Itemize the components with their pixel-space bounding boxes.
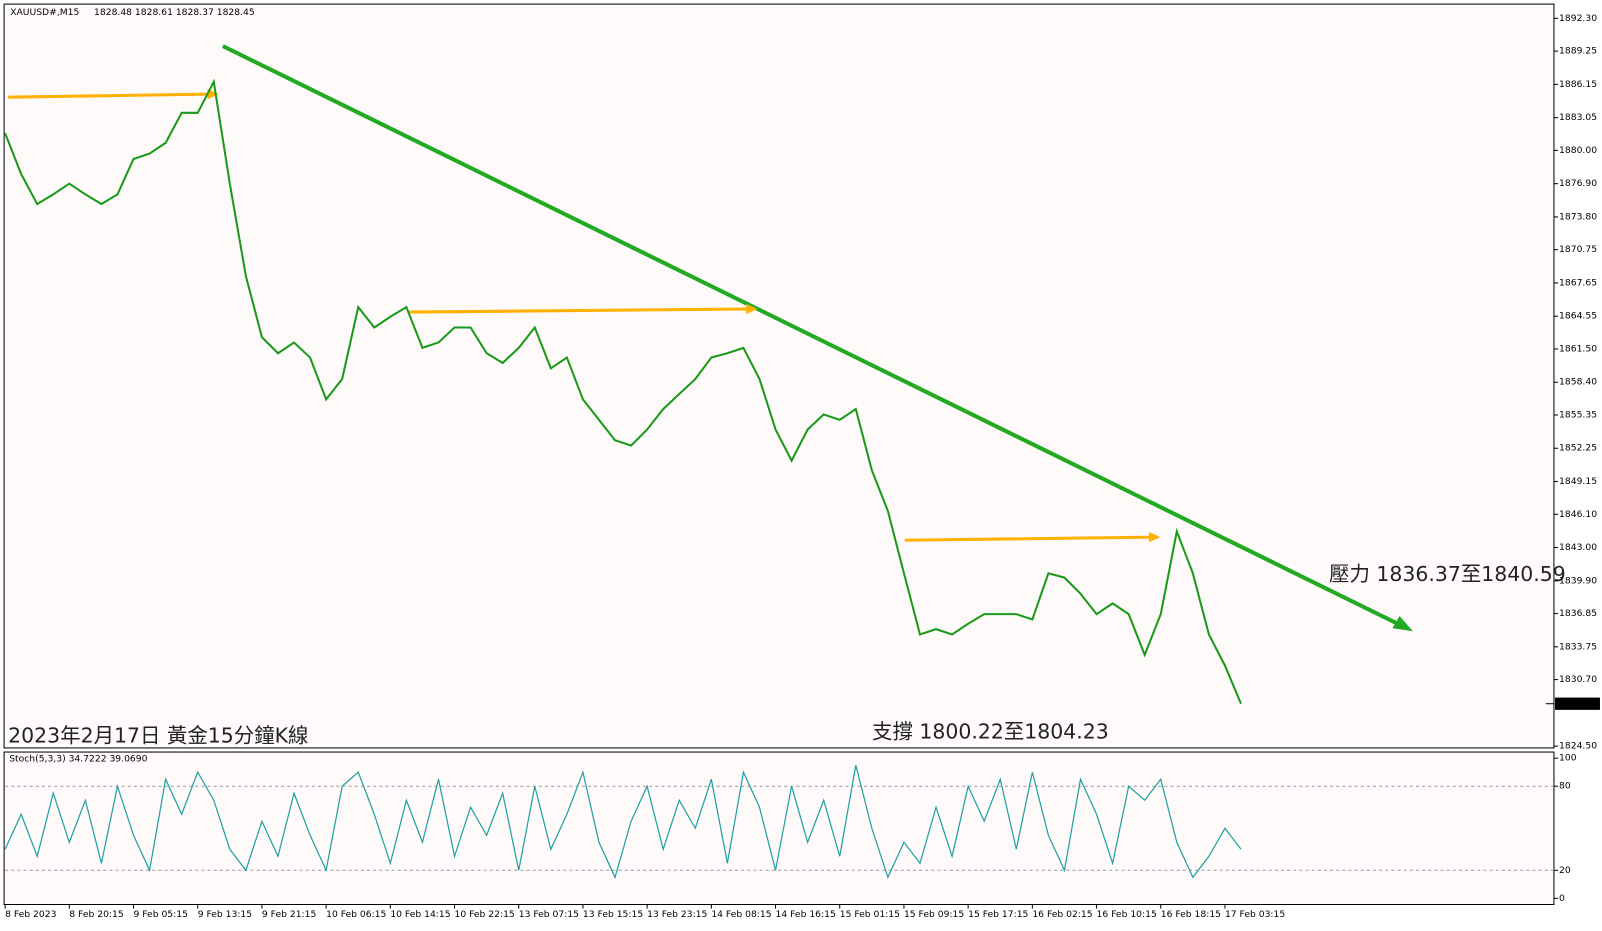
y-tick-label: 0 [1559, 893, 1565, 904]
x-tick-label: 14 Feb 16:15 [776, 909, 836, 920]
y-tick-label: 80 [1559, 781, 1571, 792]
x-tick-label: 13 Feb 23:15 [647, 909, 707, 920]
x-tick-label: 8 Feb 20:15 [69, 909, 124, 920]
y-tick-label: 1870.75 [1559, 244, 1597, 255]
x-tick-label: 13 Feb 15:15 [583, 909, 643, 920]
series-line [4, 765, 1242, 880]
support-note: 支撐 1800.22至1804.23 [872, 720, 1109, 744]
y-tick-label: 1824.50 [1559, 741, 1597, 752]
y-tick-label: 1843.00 [1559, 542, 1597, 553]
x-tick-label: 14 Feb 08:15 [711, 909, 771, 920]
y-tick-label: 1836.85 [1559, 608, 1597, 619]
x-tick-label: 10 Feb 06:15 [326, 909, 386, 920]
trend-arrowhead [1392, 615, 1413, 632]
x-tick-label: 16 Feb 10:15 [1097, 909, 1157, 920]
y-tick-label: 100 [1559, 753, 1577, 764]
x-tick-label: 8 Feb 2023 [5, 909, 56, 920]
x-tick-label: 15 Feb 01:15 [840, 909, 900, 920]
y-tick-label: 1883.05 [1559, 112, 1597, 123]
stoch-panel [3, 751, 1555, 906]
x-tick-label: 10 Feb 22:15 [455, 909, 515, 920]
y-tick-label: 1886.15 [1559, 79, 1597, 90]
y-tick-label: 1861.50 [1559, 343, 1597, 354]
y-tick-label: 1876.90 [1559, 178, 1597, 189]
y-tick-label: 1846.10 [1559, 509, 1597, 520]
y-tick-label: 20 [1559, 865, 1571, 876]
y-tick-label: 1849.15 [1559, 476, 1597, 487]
x-tick-label: 9 Feb 05:15 [134, 909, 189, 920]
y-tick-label: 1839.90 [1559, 575, 1597, 586]
resistance-note: 壓力 1836.37至1840.59 [1329, 562, 1566, 586]
price-panel [3, 3, 1555, 749]
last-price-label: 1828.45 [1558, 698, 1596, 709]
x-tick-label: 15 Feb 09:15 [904, 909, 964, 920]
series-line [4, 78, 1242, 705]
x-tick-label: 9 Feb 21:15 [262, 909, 317, 920]
x-tick-label: 17 Feb 03:15 [1225, 909, 1285, 920]
x-tick-label: 13 Feb 07:15 [519, 909, 579, 920]
x-tick-label: 10 Feb 14:15 [390, 909, 450, 920]
level-arrow [8, 92, 210, 99]
arrowhead [207, 89, 219, 100]
trend-line [221, 44, 1404, 629]
y-tick-label: 1892.30 [1559, 13, 1597, 24]
chart-caption: 2023年2月17日 黃金15分鐘K線 [8, 724, 308, 748]
arrowhead [1149, 532, 1161, 543]
stoch-title: Stoch(5,3,3) 34.7222 39.0690 [9, 754, 147, 765]
x-tick-label: 16 Feb 18:15 [1161, 909, 1221, 920]
y-tick-label: 1873.80 [1559, 211, 1597, 222]
y-tick-label: 1864.55 [1559, 311, 1597, 322]
y-tick-label: 1858.40 [1559, 377, 1597, 388]
level-arrow [408, 307, 749, 314]
y-tick-label: 1867.65 [1559, 277, 1597, 288]
y-tick-label: 1830.70 [1559, 674, 1597, 685]
x-tick-label: 16 Feb 02:15 [1032, 909, 1092, 920]
x-tick-label: 9 Feb 13:15 [198, 909, 253, 920]
ohlc: 1828.48 1828.61 1828.37 1828.45 [94, 7, 255, 18]
price-box [1554, 697, 1600, 710]
y-tick-label: 1833.75 [1559, 641, 1597, 652]
arrowhead [746, 303, 758, 315]
y-tick-label: 1852.25 [1559, 443, 1597, 454]
x-tick-label: 15 Feb 17:15 [968, 909, 1028, 920]
level-arrow [904, 535, 1152, 542]
y-tick-label: 1880.00 [1559, 145, 1597, 156]
y-tick-label: 1855.35 [1559, 409, 1597, 420]
symbol: XAUUSD#,M15 [10, 7, 79, 18]
y-tick-label: 1889.25 [1559, 46, 1597, 57]
